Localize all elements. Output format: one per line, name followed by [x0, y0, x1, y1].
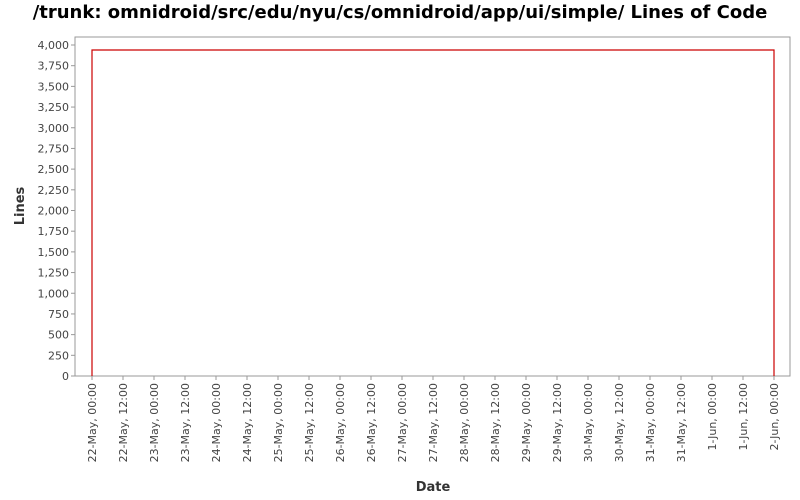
x-tick-label: 28-May, 00:00 — [458, 383, 471, 462]
x-tick-label: 26-May, 12:00 — [365, 383, 378, 462]
y-tick-label: 250 — [48, 349, 69, 362]
series-line — [91, 49, 775, 376]
plot-area — [74, 36, 791, 377]
x-axis-label: Date — [416, 480, 451, 495]
x-tick-label: 28-May, 12:00 — [489, 383, 502, 462]
y-tick-label: 3,500 — [38, 80, 70, 93]
series-group — [91, 49, 775, 377]
y-tick-label: 2,750 — [38, 142, 70, 155]
x-tick-label: 30-May, 00:00 — [582, 383, 595, 462]
y-tick-label: 2,000 — [38, 205, 70, 218]
y-tick-label: 1,500 — [38, 246, 70, 259]
x-tick-label: 29-May, 12:00 — [551, 383, 564, 462]
x-tick-label: 30-May, 12:00 — [613, 383, 626, 462]
y-tick-label: 750 — [48, 308, 69, 321]
x-tick-label: 29-May, 00:00 — [520, 383, 533, 462]
x-tick-label: 25-May, 12:00 — [303, 383, 316, 462]
x-tick-label: 25-May, 00:00 — [272, 383, 285, 462]
x-tick-label: 23-May, 00:00 — [148, 383, 161, 462]
x-tick-label: 24-May, 12:00 — [241, 383, 254, 462]
x-tick-label: 1-Jun, 00:00 — [706, 383, 719, 450]
chart-title: /trunk: omnidroid/src/edu/nyu/cs/omnidro… — [32, 2, 768, 23]
y-axis-label: Lines — [13, 186, 28, 225]
y-tick-label: 4,000 — [38, 39, 70, 52]
x-tick-label: 31-May, 12:00 — [675, 383, 688, 462]
x-tick-label: 31-May, 00:00 — [644, 383, 657, 462]
y-tick-label: 3,250 — [38, 101, 70, 114]
y-tick-label: 3,750 — [38, 60, 70, 73]
x-tick-label: 22-May, 00:00 — [86, 383, 99, 462]
y-tick-label: 1,750 — [38, 225, 70, 238]
y-tick-label: 3,000 — [38, 122, 70, 135]
y-tick-label: 2,500 — [38, 163, 70, 176]
x-tick-label: 27-May, 00:00 — [396, 383, 409, 462]
y-tick-label: 500 — [48, 329, 69, 342]
y-tick-label: 1,250 — [38, 267, 70, 280]
x-tick-label: 27-May, 12:00 — [427, 383, 440, 462]
x-tick-label: 23-May, 12:00 — [179, 383, 192, 462]
y-tick-label: 2,250 — [38, 184, 70, 197]
x-axis: 22-May, 00:00 22-May, 12:00 23-May, 00:00 2… — [86, 376, 781, 462]
y-axis: 0 250 500 750 1,000 1,250 1,500 1,750 2,000 2,250… — [38, 39, 75, 383]
x-tick-label: 26-May, 00:00 — [334, 383, 347, 462]
x-tick-label: 24-May, 00:00 — [210, 383, 223, 462]
y-tick-label: 0 — [62, 370, 69, 383]
x-tick-label: 1-Jun, 12:00 — [737, 383, 750, 450]
y-tick-label: 1,000 — [38, 287, 70, 300]
x-tick-label: 22-May, 12:00 — [117, 383, 130, 462]
x-tick-label: 2-Jun, 00:00 — [768, 383, 781, 450]
